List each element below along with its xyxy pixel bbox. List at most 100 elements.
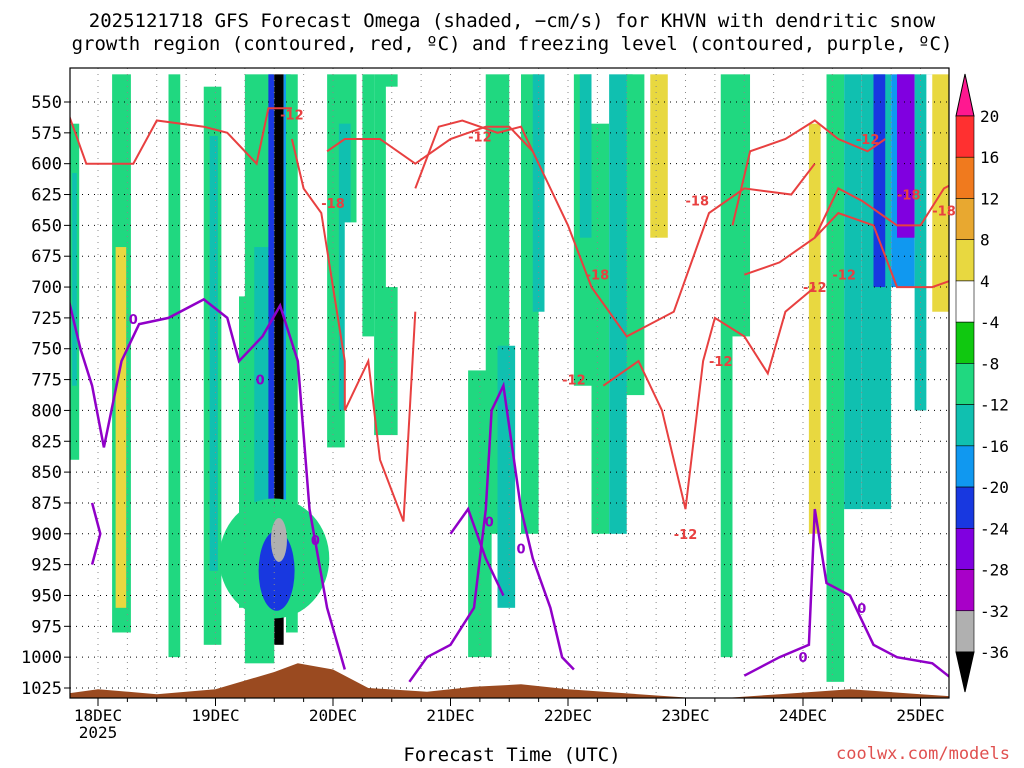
dendritic-contour [814,211,949,289]
dendritic-contour-label: -18 [686,195,710,210]
omega-band [808,123,821,534]
dendritic-contour [602,286,816,510]
colorbar-label: -12 [980,396,1009,415]
colorbar-label: 4 [980,272,990,291]
y-tick-label: 600 [31,155,62,175]
dendritic-contour [414,119,816,338]
x-tick-label: 21DEC [426,706,474,725]
colorbar-label: -32 [980,602,1009,621]
terrain-area [70,663,949,698]
y-tick-label: 850 [31,463,62,483]
omega-band [209,136,218,571]
dendritic-contour-label: -12 [803,281,827,296]
y-axis: 550 575 600 625 650 675 700 725 750 775 800 825 850 8… [21,93,70,699]
freezing-contour-label: 0 [516,543,525,558]
omega-band [826,74,845,682]
colorbar-label: -16 [980,437,1009,456]
omega-band [438,99,457,362]
colorbar-top-arrow [955,73,975,117]
colorbar-label: -24 [980,519,1009,538]
omega-band [844,74,862,510]
terrain-fill [70,663,949,698]
x-tick-label: 25DEC [896,706,944,725]
omega-band [362,74,375,337]
freezing-contour-label: 0 [311,534,320,549]
dendritic-contour-label: -18 [932,205,956,220]
omega-band [650,74,668,238]
freezing-level-contour [90,502,102,565]
omega-band [274,74,284,645]
plot-area [70,68,949,698]
omega-band [591,123,610,534]
dendritic-contour [731,119,886,226]
dendritic-contour [70,107,292,166]
colorbar-swatch [955,198,975,240]
colorbar-label: -20 [980,478,1009,497]
y-tick-label: 825 [31,432,62,452]
omega-band [897,74,915,238]
y-tick-label: 900 [31,525,62,545]
y-tick-label: 1025 [21,679,62,699]
omega-band [421,74,439,288]
colorbar-label: -4 [980,313,999,332]
y-tick-label: 575 [31,124,62,144]
x-tick-label: 20DEC [309,706,357,725]
colorbar: 20 16 12 8 4 -4 -8 -12 -16 -20 -24 -28 -32 -36 [955,73,1009,693]
omega-band [168,74,181,658]
omega-band [344,222,357,510]
omega-band [550,123,574,510]
colorbar-swatch [955,569,975,612]
omega-band [579,74,592,238]
colorbar-bottom-arrow [955,651,975,693]
y-tick-label: 800 [31,401,62,421]
dendritic-contour-label: -12 [562,374,586,389]
x-tick-label: 22DEC [544,706,592,725]
colorbar-label: 8 [980,231,990,250]
y-tick-label: 775 [31,371,62,391]
dendritic-contour-label: -18 [586,269,610,284]
dendritic-contour [326,125,534,165]
contours [70,107,949,683]
freezing-level-contour [449,506,505,597]
omega-band [873,74,886,288]
omega-band [456,74,474,312]
x-tick-label: 24DEC [779,706,827,725]
credit-link[interactable]: coolwx.com/models [836,744,1010,764]
omega-band [750,74,786,411]
freezing-contour-label: 0 [256,374,265,389]
y-tick-label: 725 [31,309,62,329]
omega-band [532,74,545,312]
colorbar-swatch [955,239,975,282]
freezing-level-contour [70,297,347,670]
y-tick-label: 1000 [21,648,62,668]
freezing-contour-label: 0 [857,602,866,617]
x-tick-label: 23DEC [661,706,709,725]
omega-band [667,74,686,510]
colorbar-label: 16 [980,148,999,167]
colorbar-swatch [955,321,975,364]
omega-band [720,74,733,658]
y-tick-label: 625 [31,186,62,206]
omega-band [115,247,127,608]
omega-band [785,123,809,658]
omega-shading [70,74,949,682]
omega-band [732,74,751,337]
omega-band [92,74,101,633]
x-axis: 18DEC 19DEC 20DEC 21DEC 22DEC 23DEC 24DEC 25DEC… [74,698,945,742]
grid-lines [70,68,949,698]
y-tick-label: 700 [31,278,62,298]
omega-band [72,173,77,386]
x-tick-year: 2025 [79,723,118,742]
colorbar-swatch [955,486,975,529]
dendritic-contour-label: -18 [897,189,921,204]
x-tick-label: 19DEC [191,706,239,725]
omega-band [497,345,516,608]
freezing-contour-label: 0 [485,515,494,530]
dendritic-contour-label: -12 [856,133,880,148]
omega-band [286,74,298,633]
dendritic-contour-label: -12 [468,131,492,146]
freezing-contour-label: 0 [798,651,807,666]
colorbar-swatch [955,445,975,488]
dendritic-contour-label: -12 [674,528,698,543]
